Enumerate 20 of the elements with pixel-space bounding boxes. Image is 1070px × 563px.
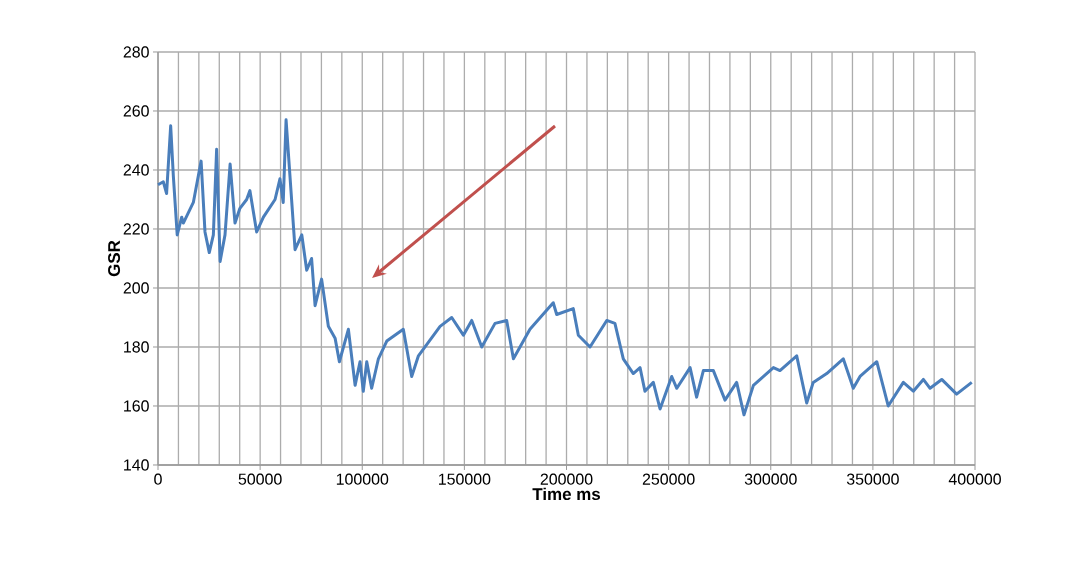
x-tick-label: 200000 — [540, 473, 593, 485]
x-axis-title: Time ms — [532, 487, 600, 501]
x-tick-label: 250000 — [642, 473, 695, 485]
y-tick-label: 220 — [123, 223, 149, 235]
x-tick-label: 300000 — [744, 473, 797, 485]
x-tick-label: 50000 — [238, 473, 282, 485]
y-tick-label: 140 — [124, 459, 149, 471]
y-tick-label: 180 — [124, 341, 149, 353]
line-series — [156, 118, 974, 417]
x-tick-label: 150000 — [439, 473, 491, 485]
y-tick-label: 160 — [124, 400, 149, 412]
x-tick-label: 400000 — [948, 473, 1001, 485]
y-tick-label: 240 — [123, 164, 149, 176]
y-tick-label: 200 — [123, 282, 149, 294]
y-tick-label: 260 — [123, 105, 149, 117]
y-tick-label: 280 — [123, 46, 149, 58]
y-axis-title: GSR — [108, 240, 121, 277]
x-tick-label: 350000 — [846, 473, 899, 485]
x-tick-label: 0 — [154, 473, 162, 485]
x-tick-label: 100000 — [336, 473, 389, 485]
